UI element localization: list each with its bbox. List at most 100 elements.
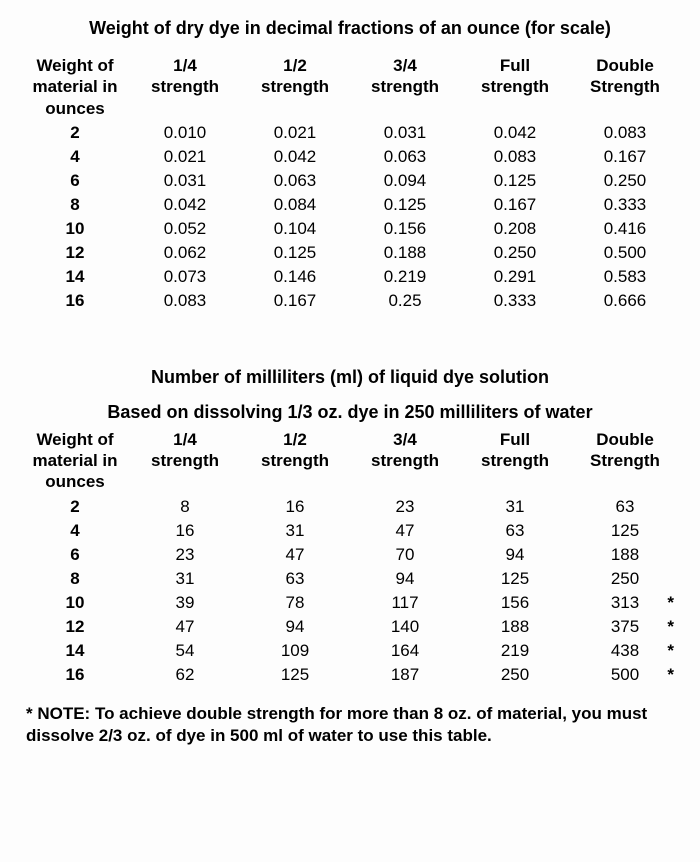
table-row: 416314763125 (20, 519, 680, 543)
cell: 62 (130, 663, 240, 687)
table-row: 2816233163 (20, 495, 680, 519)
col-header: Fullstrength (460, 53, 570, 121)
table-row: 120.0620.1250.1880.2500.500 (20, 241, 680, 265)
cell: 16 (240, 495, 350, 519)
cell: 0.021 (240, 121, 350, 145)
col-header: 3/4strength (350, 53, 460, 121)
cell: 187 (350, 663, 460, 687)
asterisk-icon: * (667, 617, 674, 637)
cell: 125 (460, 567, 570, 591)
row-weight: 4 (20, 519, 130, 543)
cell: 140 (350, 615, 460, 639)
asterisk-icon: * (667, 665, 674, 685)
row-weight: 10 (20, 217, 130, 241)
cell: 0.042 (130, 193, 240, 217)
cell: 47 (350, 519, 460, 543)
row-weight: 8 (20, 193, 130, 217)
table-row: 623477094188 (20, 543, 680, 567)
row-weight: 14 (20, 265, 130, 289)
cell: 31 (130, 567, 240, 591)
cell: 63 (570, 495, 680, 519)
row-weight: 12 (20, 615, 130, 639)
cell: 94 (350, 567, 460, 591)
cell: 0.125 (350, 193, 460, 217)
table2-title: Number of milliliters (ml) of liquid dye… (20, 367, 680, 388)
cell: 0.083 (570, 121, 680, 145)
table2-subtitle: Based on dissolving 1/3 oz. dye in 250 m… (20, 402, 680, 423)
cell: 0.666 (570, 289, 680, 313)
table-row: 160.0830.1670.250.3330.666 (20, 289, 680, 313)
cell: 47 (130, 615, 240, 639)
row-weight: 6 (20, 543, 130, 567)
col-header: 3/4strength (350, 427, 460, 495)
cell: 0.333 (460, 289, 570, 313)
cell: 0.146 (240, 265, 350, 289)
row-weight: 2 (20, 121, 130, 145)
cell: 31 (240, 519, 350, 543)
cell: 0.250 (460, 241, 570, 265)
asterisk-icon: * (667, 593, 674, 613)
cell: 0.583 (570, 265, 680, 289)
row-weight: 4 (20, 145, 130, 169)
table-row: 100.0520.1040.1560.2080.416 (20, 217, 680, 241)
cell: 0.125 (460, 169, 570, 193)
table-row: 1454109164219438* (20, 639, 680, 663)
cell: 0.063 (240, 169, 350, 193)
cell: 500* (570, 663, 680, 687)
cell: 0.031 (130, 169, 240, 193)
cell: 47 (240, 543, 350, 567)
col-header: 1/2strength (240, 427, 350, 495)
cell: 188 (570, 543, 680, 567)
cell: 0.084 (240, 193, 350, 217)
cell: 0.062 (130, 241, 240, 265)
cell: 0.156 (350, 217, 460, 241)
cell: 313* (570, 591, 680, 615)
table-row: 60.0310.0630.0940.1250.250 (20, 169, 680, 193)
cell: 438* (570, 639, 680, 663)
row-weight: 12 (20, 241, 130, 265)
cell: 0.073 (130, 265, 240, 289)
cell: 23 (350, 495, 460, 519)
col-header: 1/4strength (130, 427, 240, 495)
liquid-dye-table: Weight ofmaterial inounces 1/4strength 1… (20, 427, 680, 687)
col-header: DoubleStrength (570, 53, 680, 121)
cell: 0.042 (240, 145, 350, 169)
col-header: DoubleStrength (570, 427, 680, 495)
cell: 0.188 (350, 241, 460, 265)
cell: 94 (240, 615, 350, 639)
cell: 0.010 (130, 121, 240, 145)
cell: 23 (130, 543, 240, 567)
table-row: 140.0730.1460.2190.2910.583 (20, 265, 680, 289)
cell: 0.291 (460, 265, 570, 289)
dry-dye-table: Weight ofmaterial inounces 1/4strength 1… (20, 53, 680, 313)
cell: 250 (570, 567, 680, 591)
col-header: 1/2strength (240, 53, 350, 121)
row-weight: 2 (20, 495, 130, 519)
cell: 125 (240, 663, 350, 687)
table-row: 103978117156313* (20, 591, 680, 615)
cell: 188 (460, 615, 570, 639)
col-header: Weight ofmaterial inounces (20, 53, 130, 121)
cell: 0.042 (460, 121, 570, 145)
cell: 0.031 (350, 121, 460, 145)
table-row: 8316394125250 (20, 567, 680, 591)
cell: 0.333 (570, 193, 680, 217)
cell: 0.167 (460, 193, 570, 217)
cell: 164 (350, 639, 460, 663)
table-row: 124794140188375* (20, 615, 680, 639)
cell: 0.104 (240, 217, 350, 241)
col-header: Weight ofmaterial inounces (20, 427, 130, 495)
row-weight: 14 (20, 639, 130, 663)
cell: 250 (460, 663, 570, 687)
cell: 54 (130, 639, 240, 663)
cell: 0.25 (350, 289, 460, 313)
cell: 78 (240, 591, 350, 615)
cell: 0.167 (570, 145, 680, 169)
table2-header-row: Weight ofmaterial inounces 1/4strength 1… (20, 427, 680, 495)
cell: 125 (570, 519, 680, 543)
row-weight: 10 (20, 591, 130, 615)
cell: 117 (350, 591, 460, 615)
col-header: 1/4strength (130, 53, 240, 121)
cell: 219 (460, 639, 570, 663)
cell: 70 (350, 543, 460, 567)
